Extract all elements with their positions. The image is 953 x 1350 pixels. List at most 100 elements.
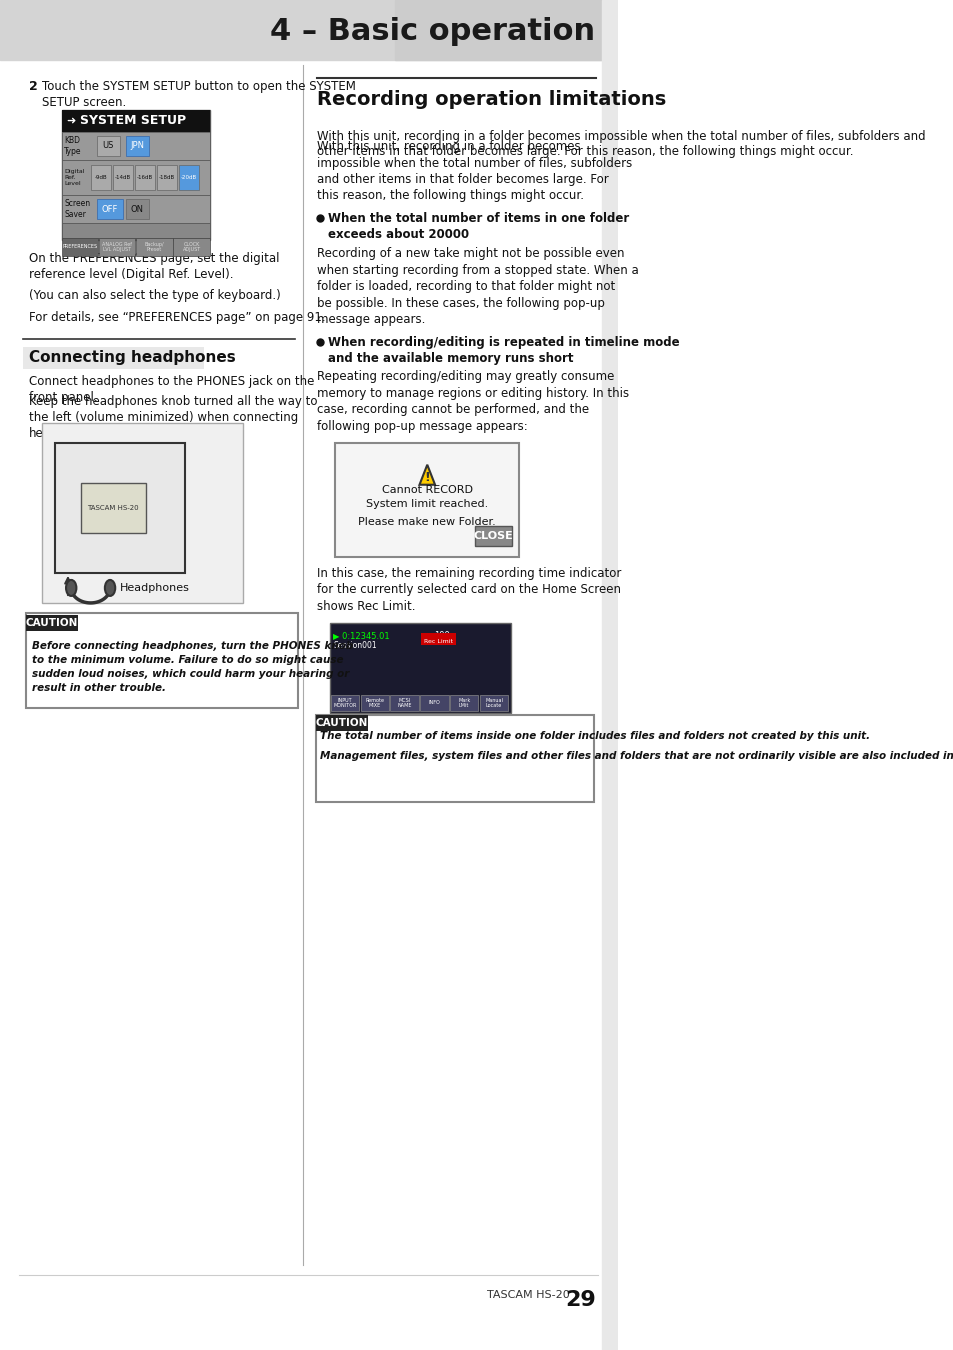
Text: With this unit, recording in a folder becomes
impossible when the total number o: With this unit, recording in a folder be… [317, 140, 632, 202]
Bar [419, 695, 448, 711]
Bar [420, 633, 456, 645]
Bar [390, 695, 418, 711]
Bar [0, 0, 617, 59]
Text: 4 – Basic operation: 4 – Basic operation [271, 16, 595, 46]
Circle shape [105, 580, 115, 595]
Text: Screen
Saver: Screen Saver [64, 200, 91, 219]
Text: INPUT
MONITOR: INPUT MONITOR [333, 698, 356, 709]
Text: In this case, the remaining recording time indicator
for the currently selected : In this case, the remaining recording ti… [317, 567, 621, 613]
Text: TASCAM HS-20: TASCAM HS-20 [486, 1291, 569, 1300]
Polygon shape [419, 464, 435, 485]
Text: TASCAM HS-20: TASCAM HS-20 [88, 505, 139, 510]
Text: Session001: Session001 [333, 641, 376, 649]
Text: Touch the SYSTEM SETUP button to open the SYSTEM
SETUP screen.: Touch the SYSTEM SETUP button to open th… [42, 80, 355, 109]
Text: result in other trouble.: result in other trouble. [32, 683, 166, 693]
Text: Recording operation limitations: Recording operation limitations [317, 90, 666, 109]
Text: PREFERENCES: PREFERENCES [63, 244, 97, 250]
Bar [134, 165, 155, 190]
Bar [601, 0, 617, 1350]
Text: Backup/
Preset: Backup/ Preset [145, 242, 164, 252]
Text: Mark
LMit: Mark LMit [457, 698, 470, 709]
Text: Digital
Ref.
Level: Digital Ref. Level [64, 169, 85, 186]
Bar [42, 423, 242, 603]
Bar [395, 0, 617, 59]
Bar [61, 132, 211, 161]
Bar [97, 198, 123, 219]
Text: ON: ON [131, 204, 144, 213]
Text: 100: 100 [434, 630, 449, 640]
Bar [479, 695, 508, 711]
Text: On the PREFERENCES page, set the digital
reference level (Digital Ref. Level).: On the PREFERENCES page, set the digital… [30, 252, 279, 281]
Text: sudden loud noises, which could harm your hearing or: sudden loud noises, which could harm you… [32, 670, 350, 679]
Text: Headphones: Headphones [120, 583, 190, 593]
Text: KBD
Type: KBD Type [64, 136, 82, 155]
Text: -9dB: -9dB [94, 176, 107, 180]
Text: When recording/editing is repeated in timeline mode
and the available memory run: When recording/editing is repeated in ti… [327, 336, 679, 364]
Text: -14dB: -14dB [114, 176, 131, 180]
Text: CAUTION: CAUTION [315, 718, 368, 728]
Bar [26, 616, 77, 630]
Text: OFF: OFF [102, 204, 118, 213]
Bar [330, 622, 511, 713]
Text: For details, see “PREFERENCES page” on page 91.: For details, see “PREFERENCES page” on p… [30, 310, 325, 324]
Bar [61, 194, 211, 223]
Text: (You can also select the type of keyboard.): (You can also select the type of keyboar… [30, 289, 280, 302]
FancyBboxPatch shape [475, 525, 512, 545]
FancyBboxPatch shape [335, 443, 518, 556]
Text: -20dB: -20dB [181, 176, 197, 180]
Text: Manual
Locate: Manual Locate [484, 698, 502, 709]
Bar [156, 165, 177, 190]
Bar [126, 136, 149, 157]
Bar [61, 238, 98, 256]
Text: ➜: ➜ [67, 116, 76, 126]
Text: JPN: JPN [131, 142, 144, 150]
Bar [97, 136, 120, 157]
Bar [23, 347, 204, 369]
Text: Repeating recording/editing may greatly consume
memory to manage regions or edit: Repeating recording/editing may greatly … [317, 370, 629, 433]
Circle shape [66, 580, 76, 595]
Bar [61, 109, 211, 240]
Text: With this unit, recording in a folder becomes impossible when the total number o: With this unit, recording in a folder be… [317, 130, 924, 158]
Text: INFO: INFO [428, 701, 439, 706]
Bar [450, 695, 477, 711]
Text: System limit reached.: System limit reached. [366, 498, 488, 509]
Bar [315, 716, 367, 730]
Text: Before connecting headphones, turn the PHONES knob: Before connecting headphones, turn the P… [32, 641, 354, 651]
Text: -16dB: -16dB [137, 176, 152, 180]
Bar [61, 223, 211, 238]
Text: SYSTEM SETUP: SYSTEM SETUP [79, 115, 186, 127]
Bar [360, 695, 389, 711]
Text: !: ! [424, 471, 430, 485]
Bar [61, 161, 211, 194]
Text: ▶ 0:12345.01: ▶ 0:12345.01 [333, 630, 390, 640]
Bar [112, 165, 133, 190]
Text: MCSI
NAME: MCSI NAME [397, 698, 412, 709]
Bar [55, 443, 184, 572]
Text: Cannot RECORD: Cannot RECORD [381, 485, 473, 494]
Bar [126, 198, 149, 219]
Bar [91, 165, 112, 190]
Text: 2: 2 [30, 80, 38, 93]
Text: 29: 29 [564, 1291, 595, 1310]
Text: CLOCK
ADJUST: CLOCK ADJUST [182, 242, 201, 252]
Text: When the total number of items in one folder
exceeds about 20000: When the total number of items in one fo… [327, 212, 628, 242]
Bar [331, 695, 359, 711]
Bar [98, 238, 135, 256]
Text: Management files, system files and other files and folders that are not ordinari: Management files, system files and other… [320, 751, 953, 761]
Text: The total number of items inside one folder includes files and folders not creat: The total number of items inside one fol… [320, 730, 870, 741]
Text: ANALOG Ref
LVL ADJUST: ANALOG Ref LVL ADJUST [102, 242, 132, 252]
Text: Connecting headphones: Connecting headphones [30, 351, 235, 366]
Text: CAUTION: CAUTION [26, 618, 78, 628]
Text: to the minimum volume. Failure to do so might cause: to the minimum volume. Failure to do so … [32, 655, 343, 666]
Bar [26, 613, 297, 707]
Text: Recording of a new take might not be possible even
when starting recording from : Recording of a new take might not be pos… [317, 247, 639, 327]
Text: Please make new Folder.: Please make new Folder. [358, 517, 496, 526]
Text: Keep the headphones knob turned all the way to
the left (volume minimized) when : Keep the headphones knob turned all the … [30, 396, 317, 440]
Text: Rec Limit: Rec Limit [423, 639, 453, 644]
Text: -18dB: -18dB [159, 176, 175, 180]
Bar [81, 483, 146, 533]
Text: Remote
MIXE: Remote MIXE [365, 698, 384, 709]
Bar [315, 716, 594, 802]
Bar [178, 165, 199, 190]
Text: CLOSE: CLOSE [474, 531, 513, 541]
